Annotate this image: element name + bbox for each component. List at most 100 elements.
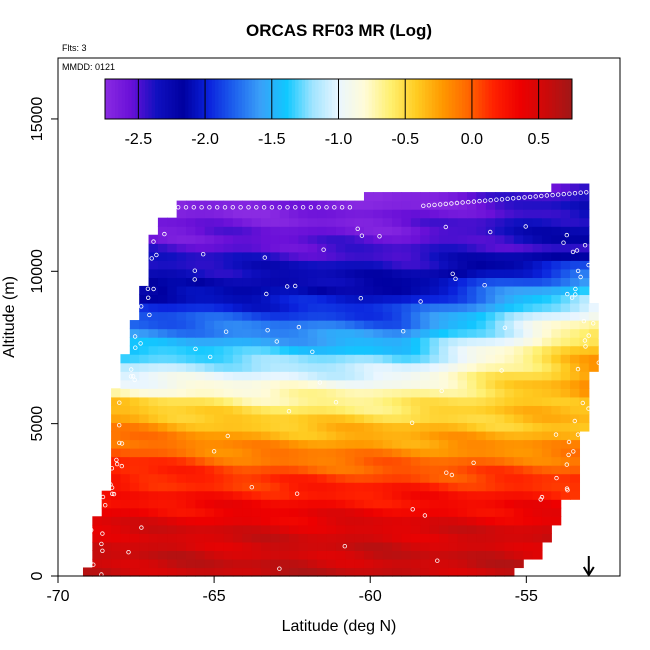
heatmap-cell: [532, 405, 543, 415]
heatmap-cell: [570, 328, 581, 338]
heatmap-cell: [392, 388, 403, 398]
heatmap-cell: [429, 439, 440, 449]
sample-point: [342, 544, 347, 549]
heatmap-cell: [289, 482, 300, 492]
heatmap-cell: [354, 396, 365, 406]
heatmap-cell: [335, 533, 346, 543]
heatmap-cell: [270, 294, 281, 304]
heatmap-cell: [242, 251, 253, 261]
heatmap-cell: [401, 362, 412, 372]
heatmap-cell: [335, 541, 346, 551]
heatmap-cell: [298, 320, 309, 330]
heatmap-cell: [307, 243, 318, 253]
heatmap-cell: [410, 490, 421, 500]
heatmap-cell: [485, 362, 496, 372]
sample-point: [578, 274, 583, 280]
colorbar-segment: [408, 79, 413, 119]
heatmap-cell: [588, 320, 599, 330]
heatmap-cell: [429, 541, 440, 551]
heatmap-cell: [157, 439, 168, 449]
heatmap-cell: [101, 507, 112, 517]
heatmap-cell: [448, 396, 459, 406]
heatmap-cell: [204, 541, 215, 551]
heatmap-cell: [513, 422, 524, 432]
heatmap-cell: [570, 311, 581, 321]
heatmap-cell: [345, 371, 356, 381]
heatmap-cell: [148, 234, 159, 244]
heatmap-cell: [363, 226, 374, 236]
heatmap-cell: [289, 388, 300, 398]
heatmap-cell: [570, 217, 581, 227]
heatmap-cell: [570, 302, 581, 313]
heatmap-cell: [251, 456, 262, 466]
heatmap-cell: [279, 345, 290, 355]
heatmap-cell: [167, 371, 178, 381]
heatmap-cell: [410, 285, 421, 296]
heatmap-cell: [232, 200, 243, 210]
heatmap-cell: [232, 260, 243, 270]
heatmap-cell: [354, 456, 365, 466]
heatmap-cell: [551, 413, 562, 424]
heatmap-cell: [513, 209, 524, 219]
heatmap-cell: [467, 567, 477, 577]
heatmap-cell: [448, 294, 459, 304]
heatmap-cell: [251, 226, 262, 236]
heatmap-cell: [251, 268, 262, 278]
heatmap-cell: [232, 533, 243, 543]
heatmap-cell: [139, 405, 150, 415]
heatmap-cell: [232, 302, 243, 313]
heatmap-cell: [279, 516, 290, 526]
colorbar-segment: [415, 79, 420, 119]
heatmap-cell: [541, 234, 552, 244]
sample-point: [128, 374, 134, 379]
sample-point: [359, 233, 365, 238]
colorbar-segment: [341, 79, 346, 119]
heatmap-cell: [139, 337, 150, 347]
colorbar-segment: [478, 79, 483, 119]
heatmap-cell: [232, 439, 243, 449]
heatmap-cell: [410, 422, 421, 432]
heatmap-cell: [382, 541, 393, 551]
heatmap-cell: [495, 405, 506, 415]
heatmap-cell: [242, 516, 253, 526]
heatmap-cell: [551, 499, 562, 509]
heatmap-cell: [429, 388, 440, 398]
sample-point: [410, 507, 415, 512]
heatmap-cell: [467, 396, 477, 406]
heatmap-cell: [317, 320, 328, 330]
heatmap-cell: [242, 379, 253, 389]
heatmap-cell: [232, 328, 243, 338]
heatmap-cell: [401, 251, 412, 261]
colorbar-segment: [395, 79, 400, 119]
plot-area: [82, 183, 599, 577]
heatmap-cell: [457, 320, 468, 330]
heatmap-cell: [513, 516, 524, 526]
heatmap-cell: [279, 507, 290, 517]
heatmap-cell: [157, 251, 168, 261]
heatmap-cell: [270, 558, 281, 569]
heatmap-cell: [513, 226, 524, 236]
heatmap-cell: [148, 507, 159, 517]
heatmap-cell: [204, 251, 215, 261]
heatmap-cell: [307, 533, 318, 543]
heatmap-cell: [317, 430, 328, 441]
heatmap-cell: [457, 268, 468, 278]
sample-point: [575, 432, 581, 437]
heatmap-cell: [485, 234, 496, 244]
heatmap-cell: [570, 439, 581, 449]
heatmap-cell: [289, 396, 300, 406]
heatmap-cell: [354, 200, 365, 210]
colorbar-segment: [211, 79, 216, 119]
heatmap-cell: [204, 430, 215, 441]
heatmap-cell: [289, 422, 300, 432]
heatmap-cell: [523, 516, 534, 526]
heatmap-cell: [523, 507, 534, 517]
sample-point: [511, 196, 516, 201]
sample-point: [99, 541, 104, 547]
heatmap-cell: [504, 541, 515, 551]
heatmap-cell: [392, 456, 403, 466]
heatmap-cell: [467, 285, 477, 296]
heatmap-cell: [495, 243, 506, 253]
heatmap-cell: [457, 371, 468, 381]
heatmap-cell: [448, 533, 459, 543]
